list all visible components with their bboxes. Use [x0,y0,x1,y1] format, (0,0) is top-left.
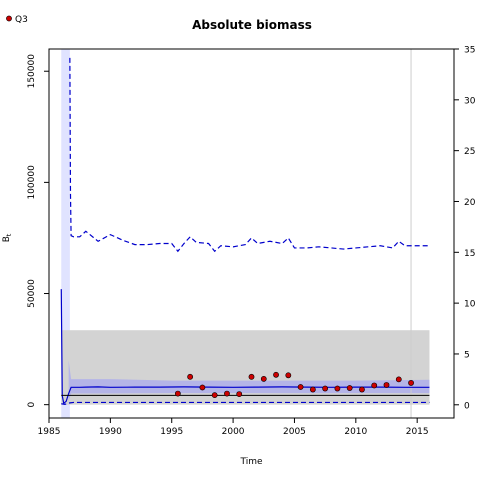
y-tick-label: 150000 [27,54,37,89]
y-tick-label: 50000 [27,279,37,308]
x-tick-label: 1990 [99,427,122,437]
q3-data-point [260,375,267,382]
q3-data-point [273,371,279,378]
x-axis-title: Time [239,457,262,467]
x-tick-label: 1995 [160,427,183,437]
y2-axis: 0 5 10 15 20 25 30 35 [454,46,476,411]
legend: Q3 [6,15,28,25]
y-axis-title-subscript: t [6,233,13,236]
y-axis-title: Bt [2,233,13,242]
x-tick-label: 2010 [344,427,367,437]
q3-data-point [248,373,255,380]
q3-data-point [334,385,341,392]
legend-label: Q3 [15,15,28,25]
q3-data-point [408,380,414,386]
series-ci_upper-line [69,57,430,253]
early-uncertainty-band [61,49,70,418]
q3-data-point [174,390,181,397]
q3-data-point [199,384,206,391]
legend-point-icon [6,15,12,22]
q3-data-point [285,372,292,379]
q3-data-point [187,373,194,380]
y-tick-label: 0 [27,402,37,408]
y2-tick-label: 30 [464,96,476,106]
q3-data-point [322,385,329,392]
y2-tick-label: 35 [464,46,475,56]
y-tick-label: 100000 [27,165,37,200]
q3-data-point [309,386,316,393]
y2-tick-label: 5 [464,350,470,360]
x-axis: 1985 1990 1995 2000 2005 2010 2015 [38,418,429,437]
q3-data-point [297,384,304,390]
q3-data-point [211,392,218,399]
plot-frame [48,48,455,419]
chart-title: Absolute biomass [192,18,312,32]
confidence-band [68,360,430,402]
y2-tick-label: 25 [464,147,475,157]
y2-tick-label: 0 [464,401,470,411]
x-tick-label: 2005 [283,427,306,437]
x-tick-label: 2000 [222,427,245,437]
q3-data-point [383,382,390,388]
series-ci_lower-line [61,401,430,405]
q3-data-point [371,382,378,389]
y2-tick-label: 20 [464,198,476,208]
plot-area [60,49,430,418]
q3-data-point [236,391,243,398]
x-tick-label: 2015 [406,427,429,437]
y2-tick-label: 10 [464,300,476,310]
y-axis: 0 50000 100000 150000 [27,54,49,408]
q3-data-point [359,386,365,393]
q3-data-point [224,390,230,397]
y-axis-title-main: B [2,236,12,242]
x-tick-label: 1985 [38,427,61,437]
y2-tick-label: 15 [464,249,475,259]
q3-data-point [346,385,353,391]
q3-data-point [395,376,402,383]
